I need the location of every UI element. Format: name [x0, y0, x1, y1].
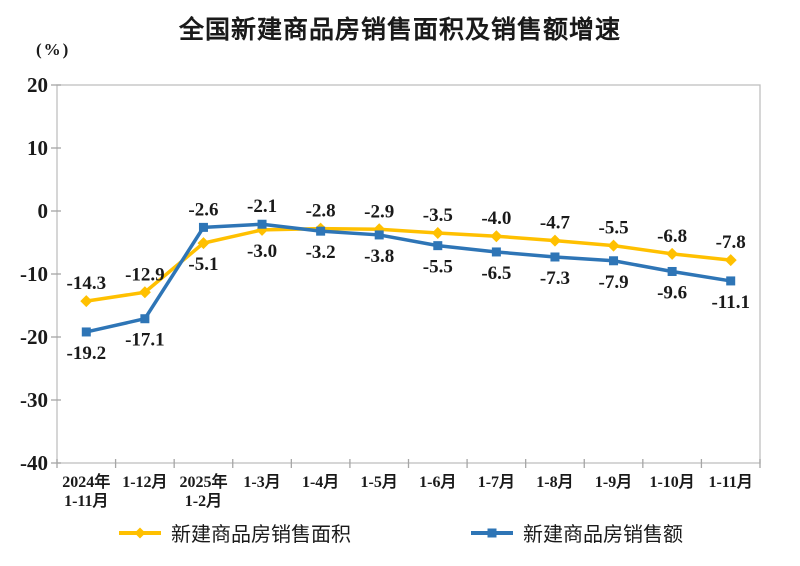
marker-diamond-sales-area: [666, 247, 679, 260]
y-tick-label: 20: [27, 73, 48, 97]
marker-square-sales-value: [609, 256, 619, 266]
value-label-sales-value: -3.2: [306, 242, 336, 263]
value-label-sales-value: -5.5: [423, 257, 453, 278]
marker-square-sales-value: [198, 222, 208, 232]
legend-item-sales-area: 新建商品房销售面积: [117, 518, 351, 547]
value-label-sales-area: -3.5: [423, 205, 453, 226]
value-label-sales-value: -11.1: [711, 292, 750, 313]
marker-diamond-sales-area: [548, 234, 561, 247]
marker-square-sales-value: [491, 247, 501, 257]
value-label-sales-value: -19.2: [67, 343, 107, 364]
legend-label-sales-value: 新建商品房销售额: [523, 524, 683, 546]
marker-square-sales-value: [550, 252, 560, 262]
x-axis-label: 1-12月: [122, 473, 167, 491]
marker-diamond-sales-area: [138, 286, 151, 299]
y-axis-unit-label: (%): [36, 40, 71, 59]
value-label-sales-value: -3.8: [364, 246, 394, 267]
value-label-sales-value: -9.6: [657, 282, 687, 303]
series-line-sales-value: [84, 222, 733, 334]
legend-label-sales-area: 新建商品房销售面积: [171, 524, 351, 546]
marker-square-sales-value: [374, 230, 384, 240]
x-axis-label: 1-4月: [302, 473, 339, 491]
legend-marker-sales-area-icon: [119, 527, 161, 538]
x-axis-label: 1-8月: [536, 473, 573, 491]
value-label-sales-area: -4.7: [540, 213, 571, 234]
value-label-sales-area: -5.1: [188, 254, 218, 275]
value-label-sales-value: -2.1: [247, 196, 277, 217]
y-tick-label: -20: [20, 325, 48, 349]
value-label-sales-area: -7.8: [716, 232, 746, 253]
value-label-sales-area: -5.5: [599, 218, 629, 239]
x-axis-label: 1-11月: [708, 473, 752, 491]
value-label-sales-area: -2.9: [364, 201, 394, 222]
value-label-sales-value: -2.6: [188, 199, 218, 220]
y-tick-label: -10: [20, 262, 48, 286]
marker-square-sales-value: [257, 219, 267, 229]
value-label-sales-value: -7.3: [540, 268, 570, 289]
value-label-sales-area: -2.8: [306, 201, 336, 222]
x-axis-label: 1-6月: [419, 473, 456, 491]
legend-diamond-sales-area: [134, 527, 146, 538]
marker-diamond-sales-area: [431, 227, 444, 240]
x-axis-label: 1-10月: [649, 473, 694, 491]
value-label-sales-area: -12.9: [125, 264, 165, 285]
chart-title: 全国新建商品房销售面积及销售额增速: [178, 16, 621, 44]
value-label-sales-value: -6.5: [481, 263, 511, 284]
marker-square-sales-value: [667, 266, 677, 276]
marker-square-sales-value: [433, 241, 443, 251]
legend-marker-sales-value-icon: [471, 528, 513, 537]
marker-diamond-sales-area: [490, 230, 503, 243]
marker-diamond-sales-area: [724, 254, 737, 267]
y-tick-label: -30: [20, 388, 48, 412]
legend: 新建商品房销售面积 新建商品房销售额: [0, 518, 800, 547]
legend-item-sales-value: 新建商品房销售额: [469, 518, 683, 547]
marker-square-sales-value: [140, 314, 150, 324]
legend-square-sales-value: [487, 528, 497, 537]
y-tick-label: 10: [27, 136, 48, 160]
y-tick-label: -40: [20, 451, 48, 475]
marker-square-sales-value: [81, 327, 91, 337]
x-axis-label: 1-9月: [595, 473, 632, 491]
marker-diamond-sales-area: [197, 237, 210, 250]
x-axis-label: 2025年 1-2月: [179, 472, 227, 510]
marker-diamond-sales-area: [607, 239, 620, 252]
x-axis-label: 1-7月: [478, 473, 515, 491]
marker-square-sales-value: [316, 226, 326, 236]
marker-diamond-sales-area: [80, 295, 93, 308]
x-axis-label: 1-3月: [243, 473, 280, 491]
x-axis-label: 1-5月: [361, 473, 398, 491]
value-label-sales-value: -7.9: [599, 272, 629, 293]
x-axis-label: 2024年 1-11月: [62, 472, 110, 510]
marker-square-sales-value: [726, 276, 736, 286]
series-line-sales-area: [84, 226, 733, 303]
value-label-sales-area: -14.3: [67, 273, 107, 294]
value-label-sales-area: -3.0: [247, 241, 277, 262]
value-label-sales-area: -4.0: [481, 208, 511, 229]
y-tick-label: 0: [38, 199, 49, 223]
value-label-sales-area: -6.8: [657, 226, 687, 247]
value-label-sales-value: -17.1: [125, 330, 165, 351]
